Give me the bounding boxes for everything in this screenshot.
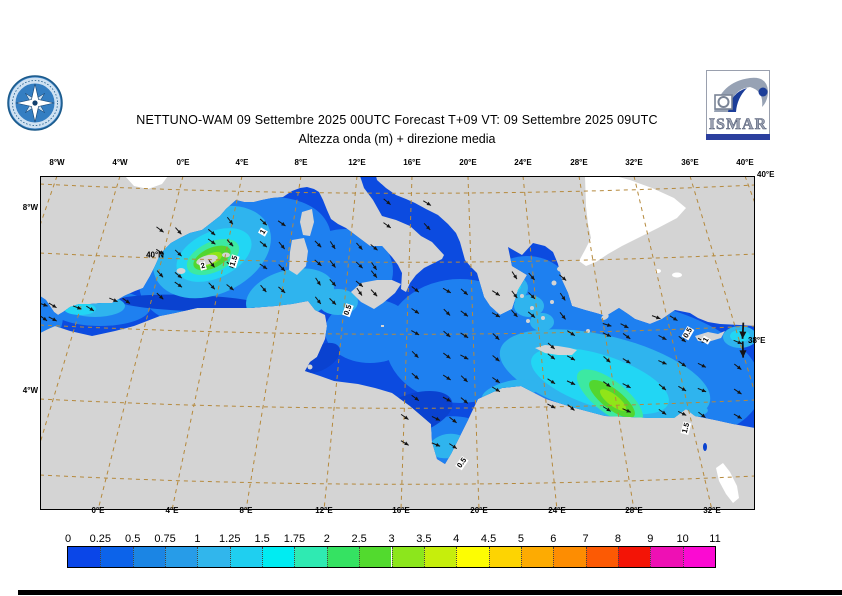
colorbar-segment (262, 547, 295, 567)
axis-label-top: 16°E (403, 158, 421, 167)
latitude-inline-label: 40°N (146, 250, 164, 260)
colorbar-tick-label: 1.25 (219, 533, 241, 545)
colorbar-segment (650, 547, 683, 567)
axis-label-right: 38°E (748, 336, 766, 345)
axis-label-top: 8°E (294, 158, 308, 167)
bay-of-biscay-white (125, 176, 168, 189)
axis-label-bottom: 32°E (703, 506, 721, 515)
colorbar-tick-label: 1 (194, 533, 201, 545)
island-ibiza (176, 268, 186, 274)
colorbar-segment (68, 547, 101, 567)
colorbar-tick-label: 3 (388, 533, 395, 545)
mediterranean-wave-map: 1 1.5 2 0.5 0.5 0.5 1 1.5 40°N (40, 176, 755, 510)
axis-label-right: 40°E (757, 170, 775, 179)
axis-label-top: 28°E (570, 158, 588, 167)
colorbar-segment (100, 547, 133, 567)
axis-label-top: 20°E (459, 158, 477, 167)
colorbar-tick-label: 11 (709, 533, 721, 545)
map-canvas (40, 176, 755, 510)
page-title: NETTUNO-WAM 09 Settembre 2025 00UTC Fore… (0, 113, 794, 146)
axis-label-top: 36°E (681, 158, 699, 167)
island-malta (381, 325, 384, 327)
colorbar-tick-label: 4 (453, 533, 460, 545)
compass-rose-icon (15, 83, 55, 123)
colorbar-segment (488, 547, 521, 567)
axis-label-top: 40°E (736, 158, 754, 167)
island-corsica (300, 209, 314, 236)
bottom-black-bar (18, 590, 842, 595)
island-rhodes (601, 314, 609, 320)
navy-meteo-logo (7, 75, 63, 131)
colorbar-tick-label: 1.75 (283, 533, 306, 545)
colorbar-tick-label: 0.25 (89, 533, 112, 545)
axis-label-top: 4°E (235, 158, 249, 167)
colorbar-tick-label: 2.5 (351, 533, 367, 545)
title-line1: NETTUNO-WAM 09 Settembre 2025 00UTC Fore… (136, 113, 658, 127)
axis-label-bottom: 24°E (548, 506, 566, 515)
axis-label-bottom: 20°E (470, 506, 488, 515)
colorbar-tick-label: 4.5 (480, 533, 497, 545)
axis-label-top: 24°E (514, 158, 532, 167)
colorbar-segment (682, 547, 715, 567)
graticule-grid (40, 176, 755, 510)
colorbar-segment (520, 547, 554, 567)
axis-label-top: 8°W (49, 158, 65, 167)
colorbar-tick-label: 1.5 (254, 533, 270, 545)
colorbar-segment (617, 547, 651, 567)
axis-label-left: 4°W (22, 386, 38, 395)
colorbar-segment (456, 547, 489, 567)
ismar-logo: ISMAR (706, 70, 770, 140)
red-sea-white (716, 463, 739, 503)
island-crete (535, 345, 577, 355)
no-data-regions (125, 176, 739, 503)
axis-label-top: 4°W (112, 158, 128, 167)
title-line2: Altezza onda (m) + direzione media (298, 132, 496, 146)
colorbar-tick-label: 2 (323, 533, 330, 545)
axis-label-bottom: 28°E (625, 506, 643, 515)
colorbar-segment (165, 547, 198, 567)
colorbar-tick-label: 6 (550, 533, 557, 545)
colorbar-segment (391, 547, 424, 567)
colorbar-segment (132, 547, 166, 567)
colorbar-segment (326, 547, 360, 567)
colorbar-tick-label: 8 (614, 533, 621, 545)
axis-label-bottom: 8°E (239, 506, 253, 515)
axis-label-top: 32°E (625, 158, 643, 167)
colorbar-tick-label: 7 (582, 533, 589, 545)
axis-label-bottom: 16°E (392, 506, 410, 515)
colorbar-segment (294, 547, 327, 567)
island-menorca (222, 252, 230, 258)
colorbar-segment (585, 547, 618, 567)
colorbar-tick-label: 3.5 (416, 533, 432, 545)
colorbar-segment (359, 547, 392, 567)
black-sea-white (579, 176, 686, 266)
island-sardinia (289, 238, 308, 275)
colorbar-segment (553, 547, 586, 567)
colorbar-tick-label: 10 (676, 533, 689, 545)
colorbar-tick-label: 9 (647, 533, 654, 545)
axis-label-bottom: 12°E (315, 506, 333, 515)
axis-label-left: 8°W (22, 203, 38, 212)
island-djerba (307, 364, 313, 370)
cnr-emblem-icon (714, 94, 733, 110)
colorbar-tick-label: 0.5 (125, 533, 141, 545)
axis-label-bottom: 4°E (165, 506, 179, 515)
colorbar-tick-label: 0.75 (154, 533, 176, 545)
colorbar-tick-label: 0 (64, 533, 72, 545)
axis-label-top: 0°E (176, 158, 190, 167)
colorbar-segment (229, 547, 263, 567)
axis-label-top: 12°E (348, 158, 366, 167)
ismar-logo-text: ISMAR (709, 116, 767, 133)
dead-sea-dot (703, 443, 707, 451)
colorbar-tick-label: 5 (517, 533, 524, 545)
colorbar-segment (197, 547, 230, 567)
anatolian-lake (672, 272, 682, 278)
map-frame (40, 176, 755, 510)
axis-label-bottom: 0°E (91, 506, 105, 515)
colorbar-segment (423, 547, 457, 567)
wave-direction-arrows (40, 198, 747, 450)
